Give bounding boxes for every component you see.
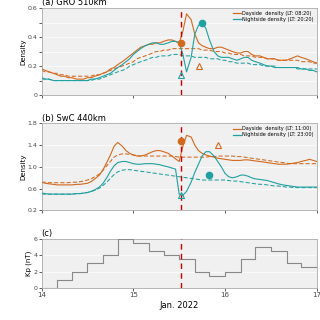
Y-axis label: Density: Density (20, 38, 26, 65)
Text: (a) GRO 510km: (a) GRO 510km (42, 0, 106, 7)
Text: (b) SwC 440km: (b) SwC 440km (42, 114, 106, 123)
X-axis label: Jan. 2022: Jan. 2022 (160, 301, 199, 310)
Legend: Dayside  density (LT: 08:20), Nightside density (LT: 20:20): Dayside density (LT: 08:20), Nightside d… (233, 11, 314, 22)
Text: (c): (c) (42, 229, 53, 238)
Y-axis label: Density: Density (20, 154, 26, 180)
Y-axis label: Kp (nT): Kp (nT) (26, 251, 32, 276)
Legend: Dayside  density (LT: 11:00), Nightside density (LT: 23:00): Dayside density (LT: 11:00), Nightside d… (233, 126, 314, 138)
